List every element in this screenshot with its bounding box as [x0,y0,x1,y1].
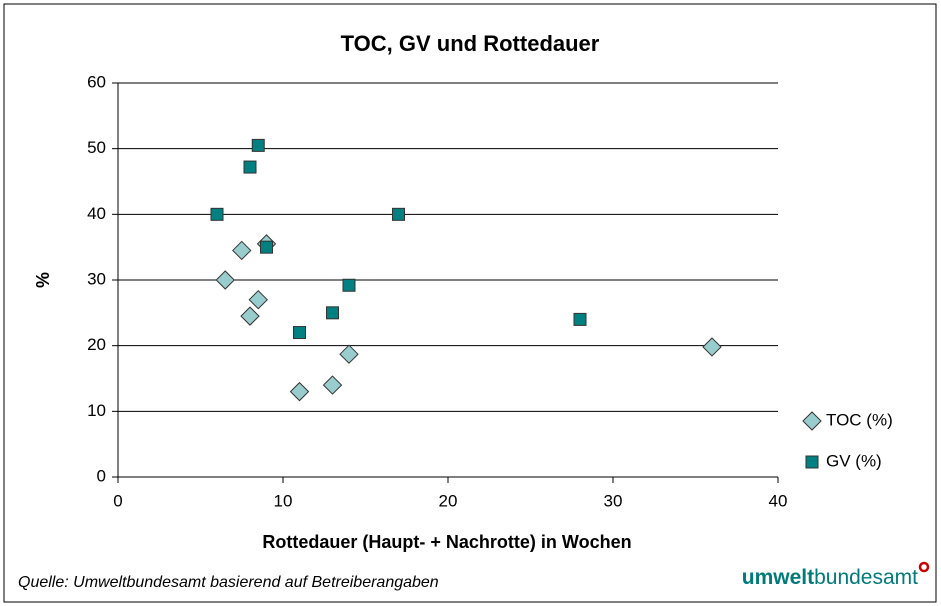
source-note: Quelle: Umweltbundesamt basierend auf Be… [18,574,439,591]
y-tick-label: 0 [97,466,106,485]
point [251,138,265,152]
y-tick-label: 20 [87,335,106,354]
chart-title: TOC, GV und Rottedauer [341,31,600,56]
point [289,381,310,402]
logo-mark [918,561,930,573]
point [339,344,359,364]
y-tick-label: 60 [87,72,106,91]
point [210,207,224,221]
x-tick-label: 30 [604,491,623,510]
point [293,326,306,340]
y-tick-label: 50 [87,138,106,157]
logo: umweltbundesamt [742,566,918,589]
x-tick-label: 0 [113,491,122,510]
point [248,289,268,310]
point [240,306,260,326]
point [232,240,252,261]
x-tick-label: 40 [769,491,788,510]
y-tick-label: 40 [87,204,106,223]
point [215,270,235,290]
point [702,337,722,357]
point [326,306,339,320]
legend-label: GV (%) [826,451,882,470]
point [243,160,257,174]
point [392,207,405,221]
y-tick-label: 10 [87,401,106,420]
legend-label: TOC (%) [826,410,893,429]
x-tick-label: 10 [274,491,293,510]
chart-frame [3,3,937,603]
y-tick-label: 30 [87,269,106,288]
point [573,312,587,326]
legend-marker [802,411,822,431]
logo-bold: umwelt [742,566,814,589]
x-axis-label: Rottedauer (Haupt- + Nachrotte) in Woche… [262,532,631,552]
y-axis-label: % [33,272,53,288]
logo-regular: bundesamt [814,566,918,589]
point [322,375,343,395]
x-tick-label: 20 [439,491,458,510]
point [260,240,273,254]
point [342,278,356,292]
legend-marker [805,455,819,469]
